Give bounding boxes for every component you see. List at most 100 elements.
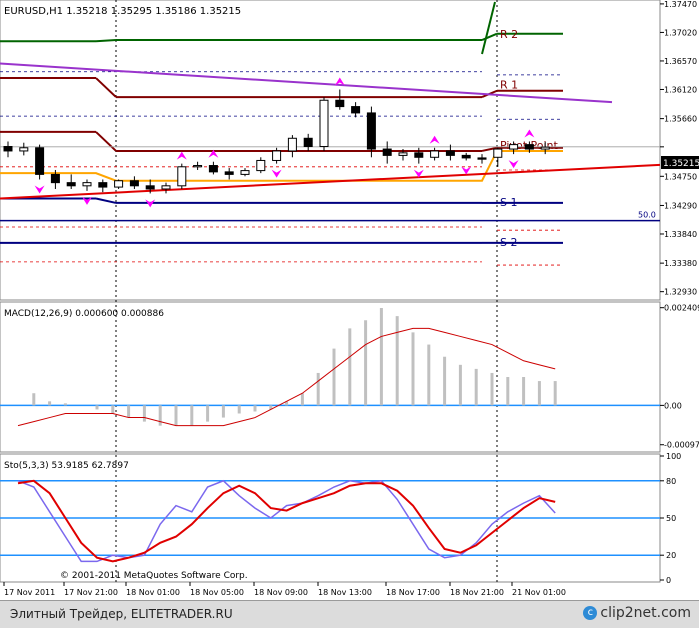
footer-bar: Элитный Трейдер, ELITETRADER.RU c clip2ne… — [0, 600, 699, 628]
fractal-up-arrow — [524, 129, 535, 138]
pivot-pp-step2 — [481, 146, 498, 152]
time-tick-label: 17 Nov 21:00 — [64, 588, 118, 597]
candle-body — [319, 99, 329, 148]
candle-body — [287, 137, 297, 152]
candle-body — [272, 150, 282, 161]
macd-panel — [0, 301, 661, 453]
footer-brand[interactable]: c clip2net.com — [583, 605, 691, 621]
r2-breakout-line — [481, 1, 496, 55]
candle-body — [445, 150, 455, 156]
navy-level-label: 50.0 — [638, 211, 656, 220]
candle-body — [35, 147, 45, 175]
price-tick-label: 1.32930 — [664, 288, 697, 297]
fractal-down-arrow — [271, 169, 282, 178]
candle-body — [256, 159, 266, 172]
candle-body — [335, 99, 345, 108]
candle-body — [193, 165, 203, 168]
candle-body — [430, 150, 440, 158]
candle-body — [477, 157, 487, 160]
stochastic-tick-label: 20 — [666, 551, 676, 560]
candle-body — [145, 185, 155, 190]
current-price-label: 1.35215 — [663, 159, 699, 169]
fractal-down-arrow — [145, 199, 156, 208]
clip2net-icon: c — [583, 606, 598, 620]
fractal-up-arrow — [208, 149, 219, 158]
stochastic-tick-label: 50 — [666, 514, 676, 523]
candle-body — [98, 182, 108, 188]
candle-body — [129, 180, 139, 187]
symbol-header: EURUSD,H1 1.35218 1.35295 1.35186 1.3521… — [4, 6, 241, 17]
macd-layer — [0, 308, 660, 427]
fractal-down-arrow — [82, 196, 92, 205]
candle-body — [114, 180, 124, 188]
stochastic-signal-line — [17, 479, 556, 563]
candle-body — [240, 170, 250, 175]
pivot-r2-step — [95, 39, 117, 43]
candle-body — [161, 185, 171, 190]
candle-body — [66, 182, 76, 187]
candle-body — [414, 152, 424, 158]
candle-body — [461, 154, 471, 159]
candle-body — [351, 106, 361, 114]
pivot-label-s1: S 1 — [500, 196, 517, 209]
stochastic-label: Sto(5,3,3) 53.9185 62.7897 — [4, 461, 129, 471]
fractal-down-arrow — [413, 169, 424, 178]
pivot-r2-step2 — [481, 32, 498, 41]
stochastic-layer — [0, 479, 660, 563]
time-tick-label: 17 Nov 2011 — [4, 588, 55, 597]
stochastic-tick-label: 100 — [666, 452, 681, 461]
time-tick-label: 18 Nov 13:00 — [318, 588, 372, 597]
macd-tick-label: -0.00097 — [664, 441, 699, 450]
price-tick-label: 1.34290 — [664, 201, 697, 210]
time-tick-label: 21 Nov 01:00 — [512, 588, 566, 597]
fractal-up-arrow — [334, 77, 345, 86]
pivot-s1-step — [95, 197, 117, 204]
price-tick-label: 1.36120 — [664, 85, 697, 94]
orange-level-line — [0, 149, 563, 182]
pivot-label-r1: R 1 — [500, 79, 518, 92]
stochastic-tick-label: 0 — [666, 576, 671, 585]
candle-body — [524, 144, 534, 150]
price-tick-label: 1.37020 — [664, 28, 697, 37]
candle-body — [3, 146, 13, 152]
price-tick-label: 1.34750 — [664, 172, 697, 181]
macd-tick-label: 0.002409 — [664, 304, 699, 313]
candle-body — [382, 148, 392, 156]
price-tick-label: 1.37470 — [664, 0, 697, 9]
axis-layer: 1.37470 1.37020 1.36570 1.36120 1.35660 1.347… — [3, 0, 699, 597]
macd-signal-line — [17, 327, 556, 427]
pivot-label-r2: R 2 — [500, 28, 518, 41]
time-tick-label: 18 Nov 09:00 — [254, 588, 308, 597]
candle-body — [398, 152, 408, 156]
current-price-box — [661, 156, 699, 169]
time-tick-label: 18 Nov 17:00 — [386, 588, 440, 597]
candle-body — [50, 173, 60, 184]
candle-body — [82, 182, 92, 187]
pivot-r1-step — [95, 77, 117, 98]
candle-body — [366, 112, 376, 150]
price-tick-label: 1.36570 — [664, 57, 697, 66]
fractal-down-arrow — [34, 185, 45, 194]
copyright-text: © 2001-2011 MetaQuotes Software Corp. — [60, 571, 248, 581]
candle-body — [509, 144, 519, 150]
candle-body — [19, 147, 29, 152]
macd-tick-label: 0.00 — [664, 401, 682, 410]
fractal-up-arrow — [429, 135, 440, 144]
candle-body — [493, 148, 503, 158]
price-tick-label: 1.33380 — [664, 259, 697, 268]
time-tick-label: 18 Nov 05:00 — [190, 588, 244, 597]
footer-brand-label: clip2net.com — [600, 605, 691, 621]
pivot-label-s2: S 2 — [500, 236, 517, 249]
price-tick-label: 1.35660 — [664, 115, 697, 124]
stochastic-tick-label: 80 — [666, 477, 676, 486]
red-trendline — [0, 163, 661, 200]
fractal-down-arrow — [508, 160, 519, 169]
macd-label: MACD(12,26,9) 0.000600 0.000886 — [4, 309, 164, 319]
price-tick-label: 1.33840 — [664, 230, 697, 239]
footer-site: Элитный Трейдер, ELITETRADER.RU — [10, 607, 233, 621]
candle-body — [540, 146, 550, 150]
candle-body — [303, 137, 313, 148]
purple-trendline — [0, 62, 613, 104]
